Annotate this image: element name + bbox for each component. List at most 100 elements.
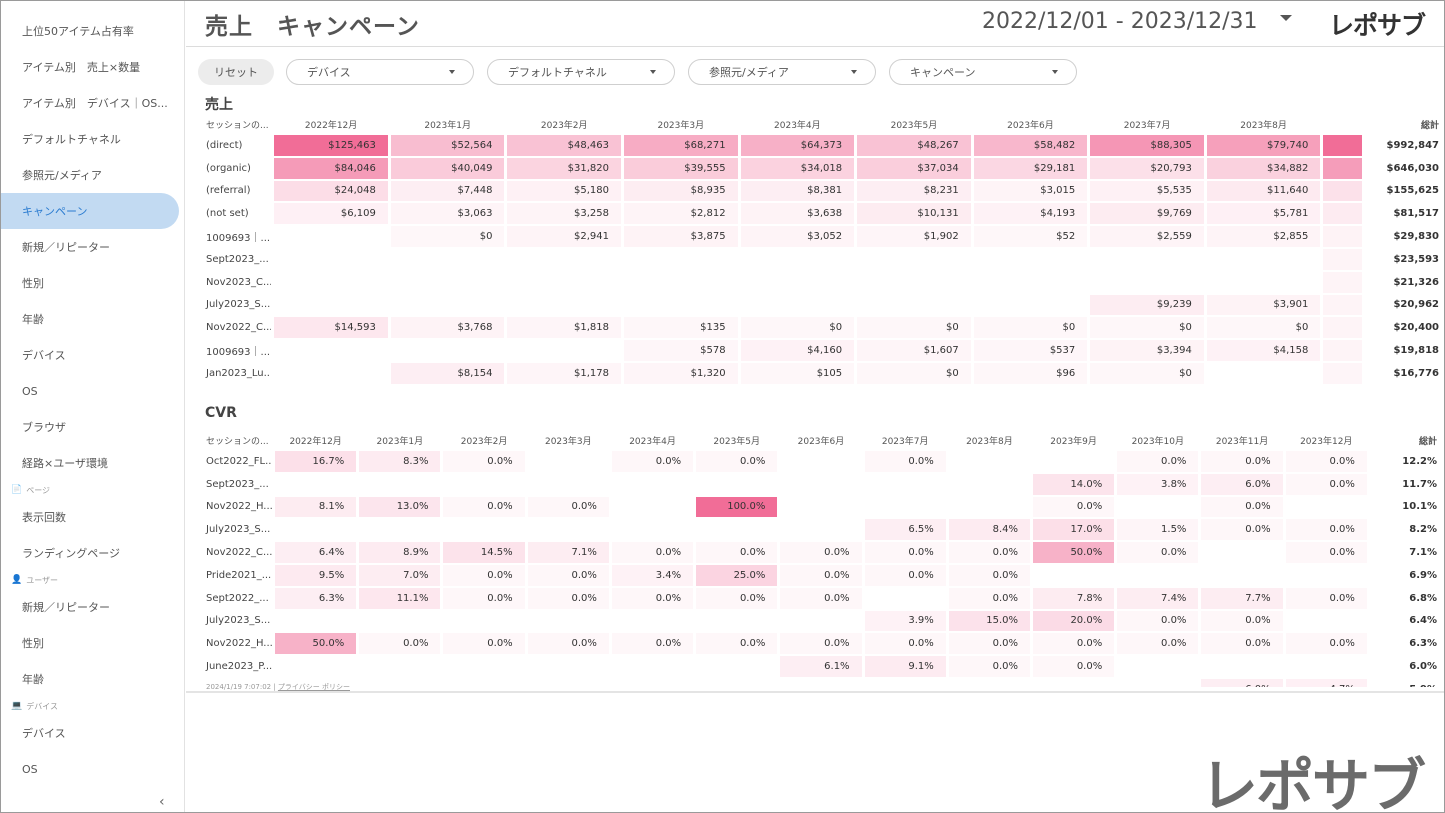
data-cell	[1117, 656, 1198, 677]
table-row[interactable]: Nov2023_C... $21,326	[203, 271, 1441, 293]
sidebar-section-header: 👤 ユーザー	[1, 571, 184, 589]
sidebar-item[interactable]: 経路×ユーザ環境	[22, 457, 108, 470]
table-row[interactable]: (referral) $24,048 $7,448 $5,180 $8,935 $8,38…	[203, 180, 1441, 202]
data-cell: 0.0%	[696, 587, 778, 609]
sidebar-item[interactable]: 上位50アイテム占有率	[22, 25, 134, 38]
date-dropdown-caret-icon[interactable]	[1280, 15, 1292, 21]
cvr-table-scroll[interactable]: セッションの... 2022年12月 2023年1月 2023年2月 2023年3月 20…	[200, 429, 1440, 687]
table-row[interactable]: Nov2022_C... $14,593 $3,768 $1,818 $135 $0 $0 $…	[203, 317, 1441, 339]
data-cell: 9.1%	[864, 656, 946, 677]
data-cell	[974, 295, 1088, 316]
table-row[interactable]: Sept2022_... 6.3% 11.1% 0.0% 0.0% 0.0% 0.0% 0.0…	[203, 587, 1439, 609]
table-row[interactable]: Nov2022_C... 6.4% 8.9% 14.5% 7.1% 0.0% 0.0% 0.0…	[203, 542, 1439, 563]
total-heat-cell	[1323, 362, 1362, 384]
data-cell: $3,015	[973, 180, 1088, 202]
table-row[interactable]: 1009693｜... $578 $4,160 $1,607 $537 $3,394 $4,…	[203, 340, 1441, 361]
table-row[interactable]: (not set) $6,109 $3,063 $3,258 $2,812 $3,638 $…	[203, 203, 1441, 225]
data-cell: 0.0%	[1117, 451, 1199, 472]
sidebar-item[interactable]: 表示回数	[22, 511, 66, 524]
sidebar-item[interactable]: 参照元/メディア	[22, 169, 102, 182]
sidebar-item[interactable]: アイテム別 デバイス｜OS...	[22, 97, 168, 110]
data-cell: $3,052	[740, 226, 855, 247]
data-cell: 0.0%	[1117, 542, 1199, 563]
filter-label: デフォルトチャネル	[508, 66, 607, 79]
data-cell: $34,018	[740, 157, 855, 179]
data-cell	[1201, 542, 1282, 563]
table-row[interactable]: 1009693｜... $0 $2,941 $3,875 $3,052 $1,902 $52…	[203, 226, 1441, 247]
table-row[interactable]: Mar2023_M...6.0%4.7%5.9%	[203, 678, 1439, 687]
page-icon: 📄	[11, 485, 23, 495]
sidebar-item[interactable]: 年齢	[22, 313, 44, 326]
table-row[interactable]: (direct) $125,463 $52,564 $48,463 $68,271 $64…	[203, 135, 1441, 156]
table-row[interactable]: Nov2022_H... 50.0% 0.0% 0.0% 0.0% 0.0% 0.0% 0.0…	[203, 633, 1439, 655]
column-header: 2023年1月	[376, 436, 424, 447]
sidebar-item[interactable]: ランディングページ	[22, 547, 121, 560]
data-cell: $58,482	[973, 135, 1088, 156]
table-row[interactable]: June2023_P... 6.1% 9.1% 0.0% 0.0% 6.0%	[203, 656, 1439, 677]
table-row[interactable]: Oct2022_FL... 16.7% 8.3% 0.0% 0.0% 0.0% 0.0% 0.…	[203, 451, 1439, 472]
data-cell: 100.0%	[696, 496, 778, 518]
data-cell: 6.0%	[1201, 678, 1283, 687]
sidebar-item[interactable]: 性別	[22, 637, 44, 650]
table-row[interactable]: Sept2023_... 14.0% 3.8% 6.0% 0.0% 11.7%	[203, 473, 1439, 495]
caret-down-icon	[851, 70, 857, 74]
filter-campaign[interactable]: キャンペーン	[889, 59, 1077, 85]
table-row[interactable]: Sept2023_... $23,593	[203, 248, 1441, 270]
data-cell	[507, 295, 621, 316]
row-total: 5.9%	[1370, 679, 1439, 687]
column-header: 2023年8月	[966, 436, 1013, 447]
sidebar-item[interactable]: デバイス	[22, 349, 66, 362]
table-row[interactable]: Pride2021_... 9.5% 7.0% 0.0% 0.0% 3.4% 25.0% 0.…	[203, 564, 1439, 586]
data-cell	[391, 272, 505, 293]
sidebar-item[interactable]: キャンペーン	[1, 193, 179, 229]
row-header: セッションの...	[206, 436, 269, 447]
date-range-picker[interactable]: 2022/12/01 - 2023/12/31	[982, 9, 1258, 34]
sidebar-item[interactable]: 新規／リピーター	[22, 241, 110, 254]
sidebar-item[interactable]: デバイス	[22, 727, 66, 740]
reset-button[interactable]: リセット	[198, 59, 274, 85]
logo: レポサブ	[1329, 11, 1426, 40]
table-row[interactable]: July2023_S... 6.5% 8.4% 17.0% 1.5% 0.0% 0.0% 8.…	[203, 519, 1439, 541]
table-row[interactable]: Jan2023_Lu... $8,154 $1,178 $1,320 $105 $0 $96…	[203, 362, 1441, 384]
data-cell	[359, 679, 440, 687]
data-cell: $0	[1090, 362, 1204, 384]
table-row[interactable]: (organic) $84,046 $40,049 $31,820 $39,555 $34…	[203, 157, 1441, 179]
data-cell: $9,769	[1090, 203, 1204, 225]
total-heat-cell	[1323, 340, 1362, 361]
data-cell: 6.5%	[864, 519, 946, 541]
sidebar-item[interactable]: 新規／リピーター	[22, 601, 110, 614]
sidebar-item[interactable]: OS	[22, 762, 38, 776]
filter-label: 参照元/メディア	[709, 66, 789, 79]
sidebar-item[interactable]: デフォルトチャネル	[22, 133, 121, 146]
filter-source-medium[interactable]: 参照元/メディア	[688, 59, 876, 85]
total-heat-cell	[1323, 294, 1362, 316]
sidebar-item[interactable]: OS	[22, 384, 38, 398]
total-header: 総計	[1418, 436, 1437, 447]
sidebar-item[interactable]: アイテム別 売上×数量	[22, 61, 141, 74]
row-label: Oct2022_FL...	[206, 455, 273, 467]
sales-table: セッションの... 2022年12月 2023年1月 2023年2月 2023年3月 20…	[200, 113, 1444, 386]
sidebar-item[interactable]: ブラウザ	[22, 421, 66, 434]
row-total: 6.4%	[1409, 615, 1437, 627]
data-cell	[949, 474, 1030, 495]
table-row[interactable]: July2023_S... $9,239 $3,901 $20,962	[203, 294, 1441, 316]
cvr-section-title: CVR	[205, 405, 237, 421]
data-cell: 7.8%	[1033, 587, 1115, 609]
table-row[interactable]: July2023_S... 3.9% 15.0% 20.0% 0.0% 0.0% 6.4%	[203, 610, 1439, 632]
data-cell: 0.0%	[1201, 610, 1283, 632]
filter-default-channel[interactable]: デフォルトチャネル	[487, 59, 675, 85]
sidebar-item[interactable]: 年齢	[22, 673, 44, 686]
table-row[interactable]: Nov2022_H... 8.1% 13.0% 0.0% 0.0% 100.0% 0.0% 0…	[203, 496, 1439, 518]
filter-device[interactable]: デバイス	[286, 59, 474, 85]
row-label: 1009693｜...	[206, 233, 271, 245]
data-cell: 0.0%	[1117, 610, 1199, 632]
header: 売上 キャンペーン 2022/12/01 - 2023/12/31 レポサブ	[186, 1, 1444, 47]
privacy-policy-link[interactable]: プライバシー ポリシー	[277, 683, 351, 691]
data-cell	[696, 656, 777, 677]
data-cell: $135	[624, 317, 738, 339]
data-cell: $84,046	[274, 157, 388, 179]
data-cell: 0.0%	[611, 451, 694, 472]
sidebar-item[interactable]: 性別	[22, 277, 44, 290]
collapse-sidebar-icon[interactable]: ‹	[159, 794, 165, 810]
data-cell	[1033, 679, 1114, 687]
